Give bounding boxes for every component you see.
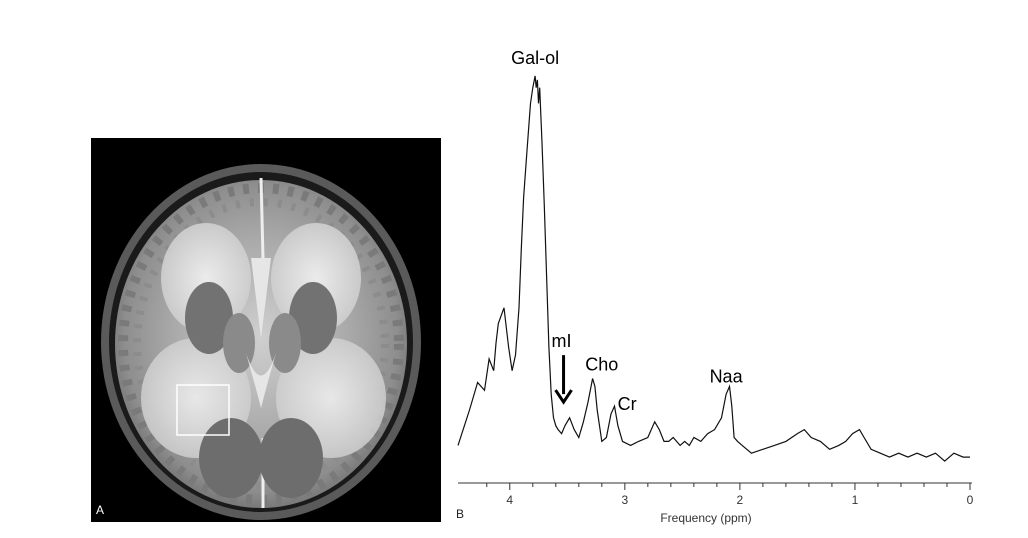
x-tick-label: 0 — [967, 493, 974, 507]
mri-image-graphic — [91, 138, 441, 522]
peak-label-naa: Naa — [710, 366, 744, 386]
peak-label-cho: Cho — [585, 355, 618, 375]
x-tick-labels: 4 3 2 1 0 — [506, 493, 973, 507]
peak-label-cr: Cr — [618, 394, 637, 414]
spectrum-line-0 — [457, 75, 970, 462]
mri-axial-brain-image — [91, 138, 441, 522]
x-tick-label: 2 — [737, 493, 744, 507]
panel-letter-a: A — [96, 503, 105, 517]
peak-label-gal-ol: Gal-ol — [511, 48, 559, 68]
plot-area — [457, 75, 970, 462]
x-axis — [458, 482, 972, 490]
x-axis-label: Frequency (ppm) — [660, 511, 751, 525]
x-tick-label: 4 — [506, 493, 513, 507]
panel-letter-b: B — [456, 507, 465, 521]
peak-label-mi: mI — [552, 331, 572, 351]
voxel-box — [176, 384, 230, 436]
x-tick-label: 3 — [621, 493, 628, 507]
x-tick-label: 1 — [852, 493, 859, 507]
mi-arrow-head-icon — [554, 389, 573, 405]
